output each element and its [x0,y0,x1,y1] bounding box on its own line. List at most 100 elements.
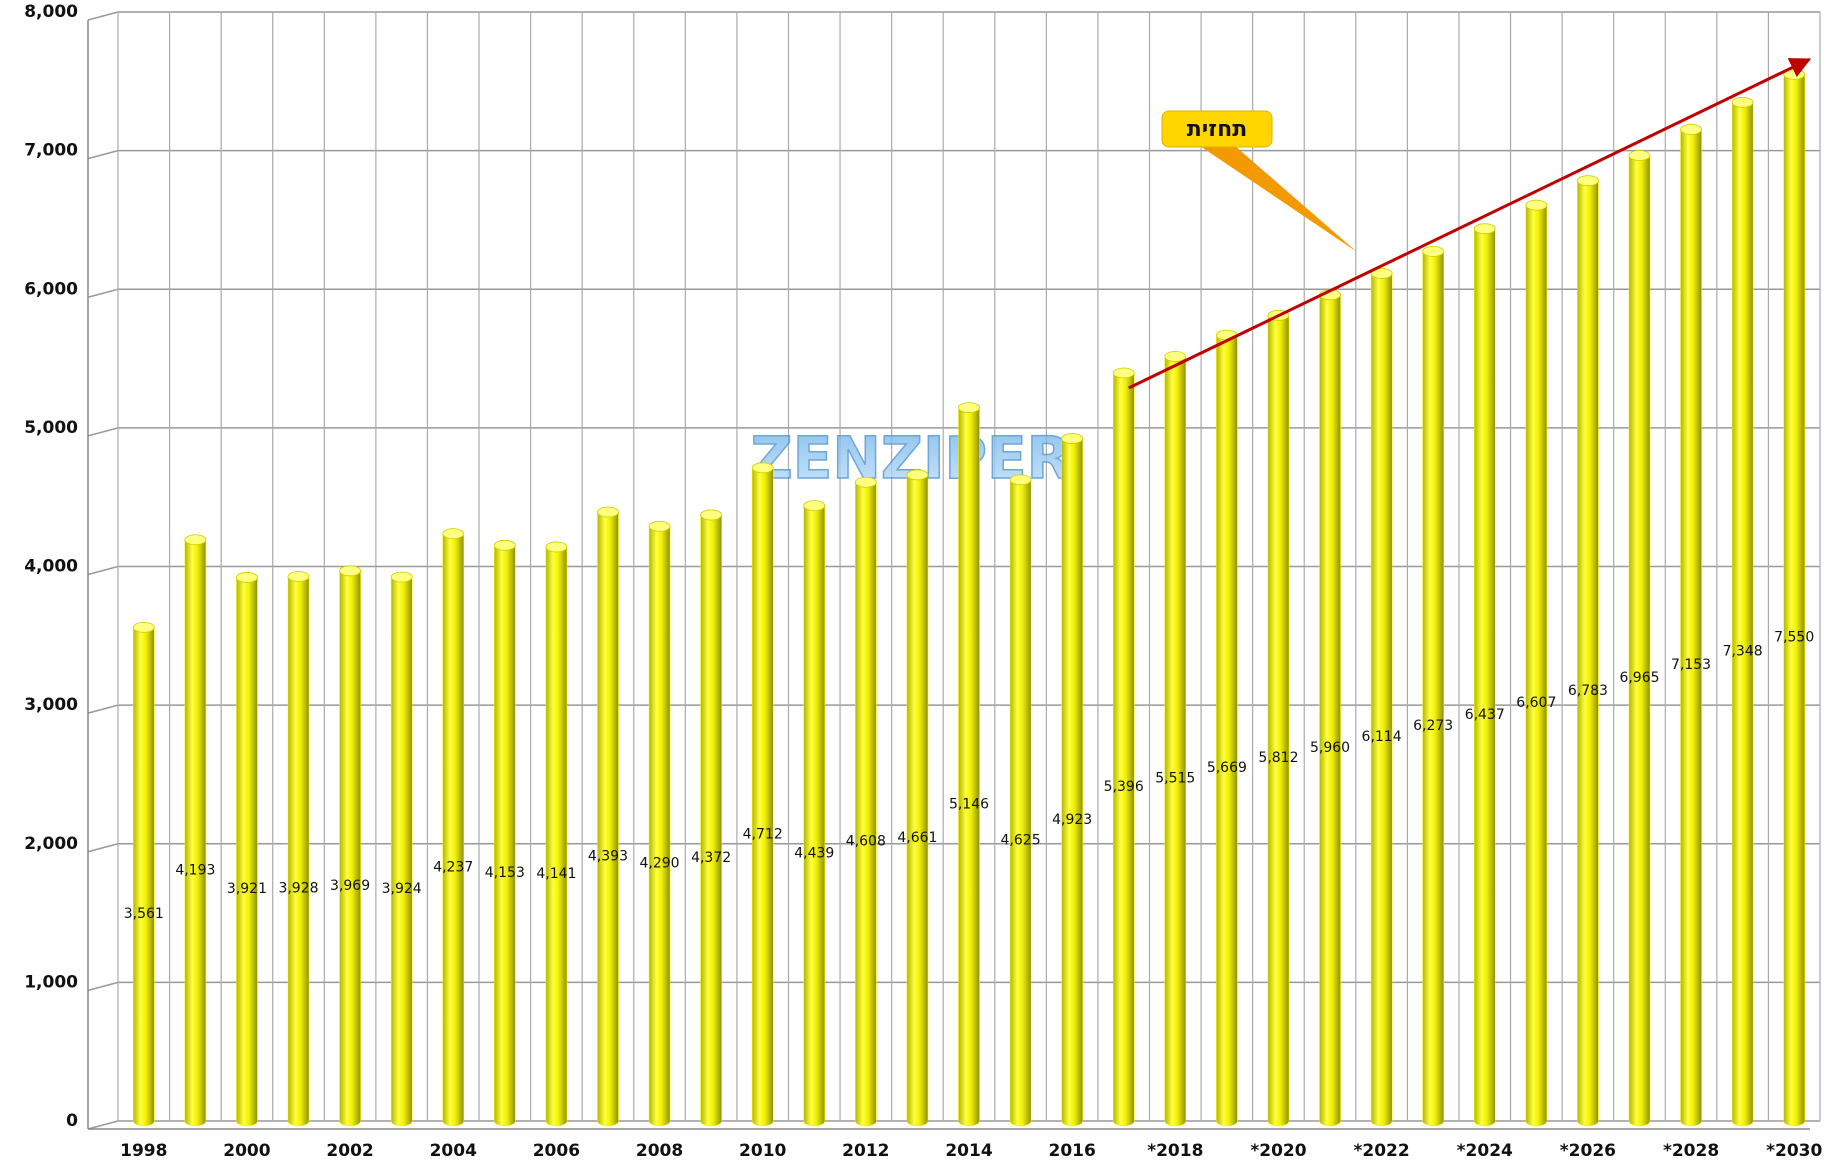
bar-top [597,506,619,518]
x-tick-label: *2030 [1766,1141,1822,1161]
bar-top [1061,433,1084,444]
grid-line [87,704,119,714]
bar [1319,289,1341,1127]
y-tick-label: 6,000 [24,279,78,299]
grid-line [87,981,119,992]
value-label: 4,372 [691,850,731,866]
y-tick-label: 4,000 [24,557,78,577]
grid-line [87,11,119,21]
x-tick-label: 2012 [842,1141,889,1161]
bar [1628,150,1651,1127]
value-label: 4,393 [588,849,628,865]
bar [1474,223,1496,1127]
x-tick-label: 1998 [120,1141,167,1161]
bar-top [854,476,877,488]
bars [132,68,1806,1127]
x-tick-label: *2020 [1250,1141,1306,1161]
bar [1370,268,1393,1127]
bar-top [1422,246,1445,257]
value-label: 5,812 [1258,750,1298,766]
value-label: 7,550 [1774,630,1814,646]
bar-top [958,402,980,414]
value-label: 5,515 [1155,771,1195,787]
bar-top [648,520,671,532]
bar [1061,433,1083,1127]
value-label: 4,712 [743,826,783,842]
bar [1422,246,1444,1127]
value-label: 3,921 [227,881,267,897]
value-label: 4,141 [536,866,576,882]
x-tick-label: *2028 [1663,1141,1719,1161]
bar [1577,175,1599,1127]
bar [339,565,361,1127]
value-label: 5,396 [1104,779,1144,795]
bar [751,462,774,1127]
bar [133,622,155,1127]
bar-top [1473,223,1496,235]
bar-top [442,528,465,540]
grid-line [87,565,119,576]
value-label: 4,923 [1052,812,1092,828]
bar-top [287,571,310,582]
y-tick-label: 2,000 [24,834,78,854]
bar-top [1577,175,1599,187]
annotation: תחזית [1161,110,1357,252]
value-label: 3,924 [382,881,422,897]
grid-line [87,149,119,160]
bar [184,534,207,1127]
bar-top [132,621,155,633]
bar [597,506,619,1127]
bar-top [1164,351,1187,362]
value-label: 6,783 [1568,683,1608,699]
bar [545,541,568,1127]
value-label: 7,153 [1671,657,1711,673]
bar-top [1525,199,1548,211]
bar-top [493,539,516,551]
grid-line [87,843,119,853]
value-label: 6,114 [1362,729,1402,745]
bar [648,521,671,1127]
y-tick-label: 7,000 [24,141,78,161]
bar-top [906,469,929,481]
x-tick-label: 2006 [533,1141,580,1161]
bar-top [545,541,568,553]
bar-top [236,572,258,583]
value-label: 6,607 [1516,695,1556,711]
x-tick-label: 2000 [223,1141,270,1161]
value-label: 4,193 [175,862,215,878]
value-label: 6,273 [1413,718,1453,734]
x-tick-label: 2008 [636,1141,683,1161]
bar [1112,367,1135,1127]
value-label: 4,625 [1001,832,1041,848]
bar [855,477,877,1127]
bar-top [1680,124,1702,135]
bar [236,572,258,1127]
value-label: 6,965 [1619,670,1659,686]
trend-arrow [1128,58,1812,390]
bar-top [390,571,413,583]
grid-line [87,1120,119,1130]
callout-box [1161,110,1273,148]
bar [494,540,516,1127]
bar-top [1628,150,1651,161]
y-tick-label: 5,000 [24,418,78,438]
x-tick-label: 2004 [430,1141,477,1161]
value-label: 5,146 [949,796,989,812]
bar [1680,124,1702,1127]
y-tick-label: 1,000 [24,972,78,992]
x-tick-label: 2016 [1048,1141,1095,1161]
bar [1783,69,1805,1127]
value-label: 4,608 [846,834,886,850]
bar [803,500,826,1127]
value-label: 4,290 [639,856,679,872]
bar [1267,310,1290,1127]
bar [1525,199,1548,1127]
bar [906,469,929,1127]
bar-top [1731,96,1754,108]
bar [958,402,980,1127]
y-tick-label: 0 [66,1111,78,1131]
value-label: 3,969 [330,878,370,894]
x-tick-label: *2018 [1147,1141,1203,1161]
bar-top [339,565,361,577]
